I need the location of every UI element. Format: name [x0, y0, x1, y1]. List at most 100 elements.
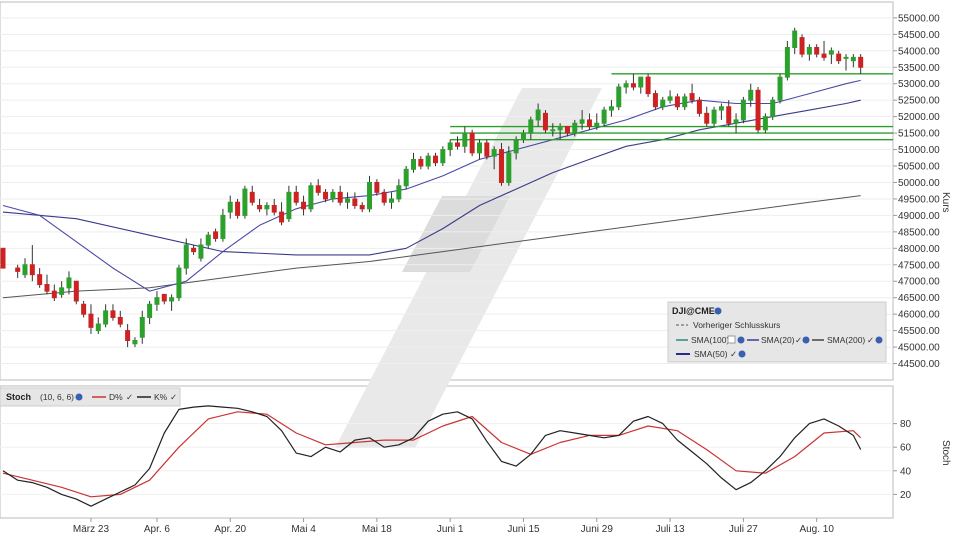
- candle-body: [330, 191, 336, 200]
- candle-body: [418, 158, 424, 167]
- price-tick-label: 45500.00: [898, 326, 940, 337]
- candle-body: [411, 158, 417, 170]
- candle-body: [88, 313, 94, 328]
- legend-label-k: K%: [154, 392, 168, 402]
- k-check-icon[interactable]: ✓: [170, 392, 177, 402]
- candle-body: [264, 205, 270, 210]
- candle-body: [770, 99, 776, 118]
- sma50-settings-icon[interactable]: [738, 350, 746, 358]
- candle-body: [498, 149, 504, 183]
- candle-body: [132, 339, 138, 345]
- sma50-check-icon[interactable]: ✓: [730, 349, 737, 359]
- candle-body: [279, 211, 285, 223]
- candle-body: [557, 126, 563, 131]
- sma20-check-icon[interactable]: ✓: [795, 335, 802, 345]
- candle-body: [433, 155, 439, 164]
- candle-body: [704, 112, 710, 124]
- candle-body: [271, 205, 277, 213]
- candle-body: [220, 214, 226, 239]
- price-tick-label: 47000.00: [898, 277, 940, 288]
- sma20-line: [2, 79, 861, 292]
- candle-body: [821, 53, 827, 58]
- candle-body: [359, 205, 365, 210]
- candle-body: [139, 316, 145, 338]
- candle-body: [528, 119, 534, 134]
- candle-body: [608, 106, 614, 111]
- stoch-axis-label: Stoch: [940, 440, 951, 466]
- candle-body: [81, 303, 87, 315]
- sma100-settings-icon[interactable]: [737, 336, 745, 344]
- candle-body: [403, 168, 409, 187]
- candle-body: [51, 290, 57, 299]
- candle-body: [381, 191, 387, 203]
- candle-body: [29, 264, 35, 276]
- stoch-tick-label: 40: [900, 466, 912, 477]
- candle-body: [491, 149, 497, 157]
- candle-body: [858, 56, 864, 68]
- price-tick-label: 49500.00: [898, 194, 940, 205]
- candle-body: [469, 132, 475, 154]
- candle-body: [161, 293, 167, 302]
- candle-body: [176, 267, 182, 299]
- price-axis-label: Kurs: [940, 192, 951, 213]
- candle-body: [572, 122, 578, 134]
- candle-body: [447, 142, 453, 151]
- candle-body: [799, 37, 805, 55]
- price-tick-label: 54500.00: [898, 30, 940, 41]
- candle-body: [425, 155, 431, 167]
- sma100-checkbox[interactable]: [727, 335, 736, 344]
- stoch-tick-label: 60: [900, 443, 912, 454]
- candle-body: [682, 96, 688, 108]
- candle-body: [484, 142, 490, 157]
- candle-body: [718, 106, 724, 111]
- candle-body: [674, 96, 680, 108]
- candle-body: [125, 330, 131, 341]
- x-tick-label: Mai 4: [291, 524, 316, 535]
- candle-body: [352, 198, 358, 207]
- stoch-params: (10, 6, 6): [40, 392, 74, 402]
- candle-body: [748, 89, 754, 101]
- candle-body: [367, 181, 373, 210]
- stoch-settings-icon[interactable]: [75, 393, 83, 401]
- d-check-icon[interactable]: ✓: [126, 392, 133, 402]
- candle-body: [22, 264, 28, 276]
- price-tick-label: 48000.00: [898, 244, 940, 255]
- info-icon[interactable]: [714, 307, 722, 315]
- x-tick-label: Juli 13: [656, 524, 685, 535]
- x-tick-label: Aug. 10: [799, 524, 834, 535]
- candle-body: [0, 247, 6, 269]
- sma200-settings-icon[interactable]: [875, 336, 883, 344]
- candle-body: [389, 198, 395, 203]
- candle-body: [396, 185, 402, 200]
- legend-title: DJI@CME: [672, 306, 715, 316]
- candle-body: [110, 310, 116, 318]
- candle-body: [308, 185, 314, 210]
- candle-body: [476, 142, 482, 154]
- price-tick-label: 50000.00: [898, 178, 940, 189]
- candle-body: [374, 181, 380, 193]
- stoch-k-line: [2, 405, 862, 507]
- price-tick-label: 46000.00: [898, 310, 940, 321]
- price-tick-label: 46500.00: [898, 293, 940, 304]
- candle-body: [740, 99, 746, 121]
- candle-body: [579, 119, 585, 124]
- stoch-legend-background: [0, 387, 181, 407]
- sma200-line: [2, 195, 861, 299]
- price-tick-label: 48500.00: [898, 227, 940, 238]
- sma200-check-icon[interactable]: ✓: [867, 335, 874, 345]
- stoch-title: Stoch: [6, 392, 31, 402]
- candle-body: [59, 287, 65, 295]
- candle-body: [733, 119, 739, 124]
- candle-body: [95, 323, 101, 332]
- candle-body: [506, 152, 512, 183]
- price-tick-label: 49000.00: [898, 211, 940, 222]
- stoch-tick-label: 20: [900, 490, 912, 501]
- x-tick-label: Juni 1: [437, 524, 464, 535]
- sma20-settings-icon[interactable]: [802, 336, 810, 344]
- candle-body: [616, 86, 622, 108]
- stoch-legend: Stoch (10, 6, 6) D% ✓ K% ✓: [0, 387, 181, 407]
- candle-body: [301, 201, 307, 210]
- stoch-d-line: [2, 411, 862, 498]
- candle-body: [249, 191, 255, 203]
